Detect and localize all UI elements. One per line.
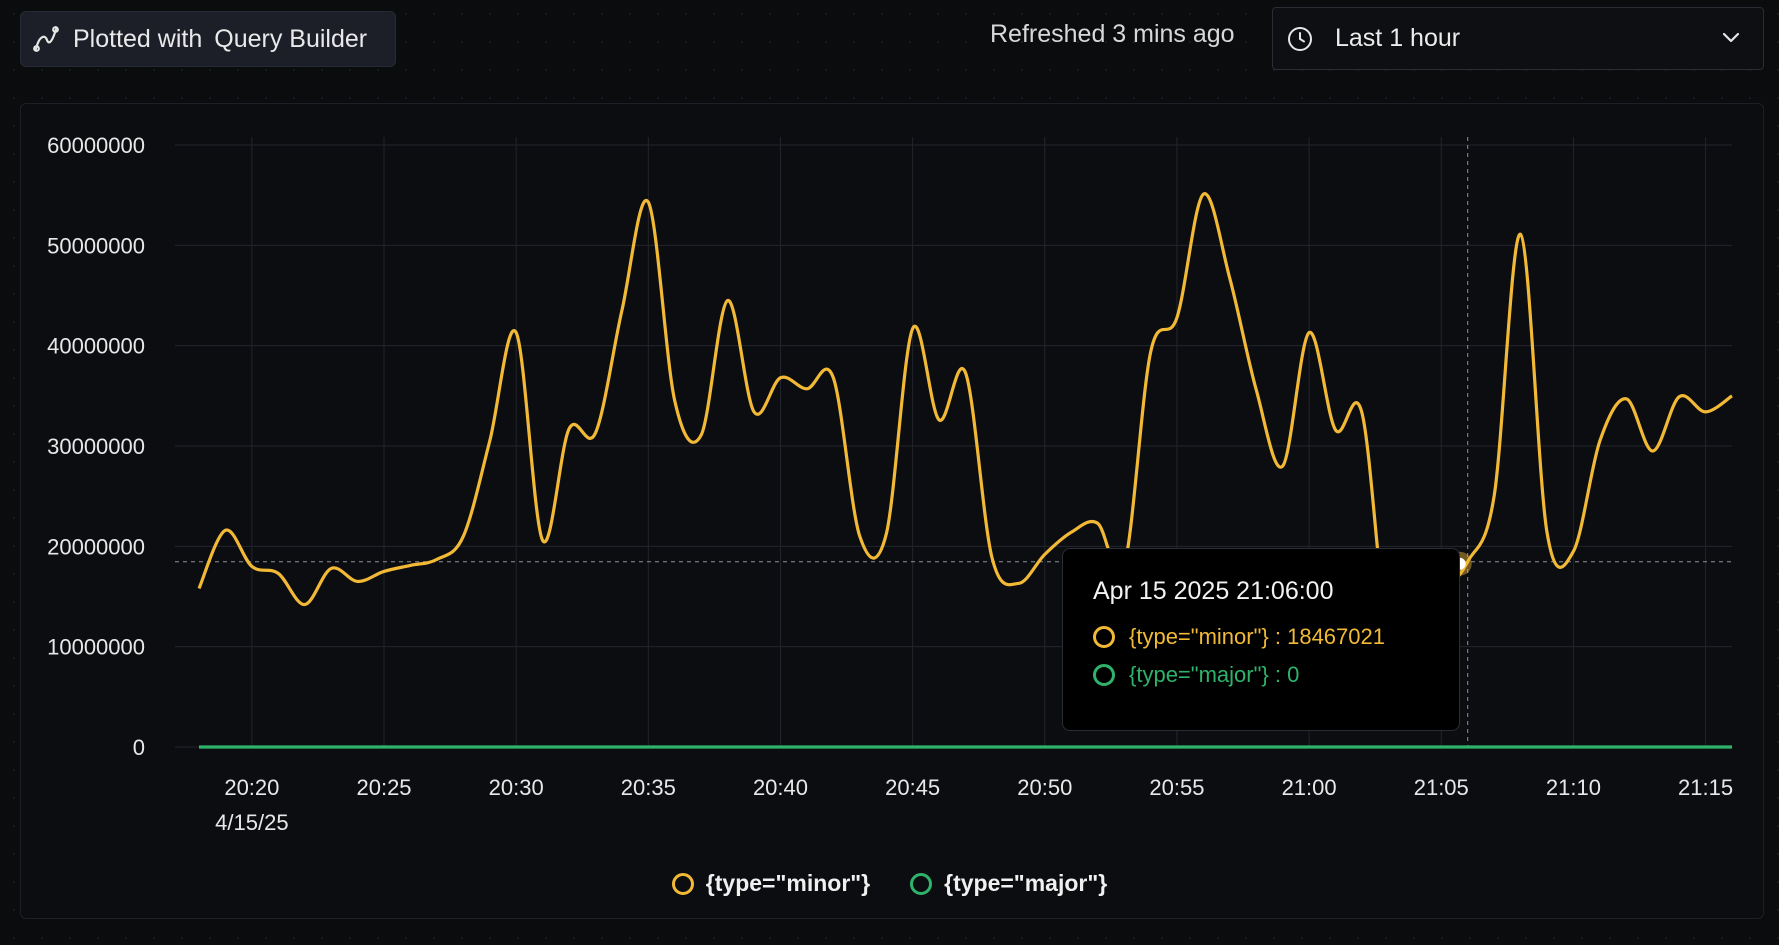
x-date-label: 4/15/25: [215, 810, 288, 835]
x-tick-label: 20:30: [489, 775, 544, 800]
x-tick-label: 20:20: [224, 775, 279, 800]
plotted-with-query-builder-button[interactable]: Plotted with Query Builder: [20, 11, 396, 67]
x-tick-label: 20:25: [356, 775, 411, 800]
time-range-select[interactable]: Last 1 hour: [1272, 7, 1764, 70]
query-builder-label: Query Builder: [214, 24, 368, 53]
x-tick-label: 21:05: [1414, 775, 1469, 800]
y-tick-label: 20000000: [47, 534, 145, 559]
y-tick-label: 40000000: [47, 334, 145, 359]
tooltip-row-major: {type="major"} : 0: [1093, 662, 1459, 688]
tooltip-row-minor-text: {type="minor"} : 18467021: [1129, 624, 1385, 649]
time-range-label: Last 1 hour: [1335, 24, 1461, 52]
major-series-marker-icon: [1093, 664, 1115, 686]
x-tick-label: 20:55: [1149, 775, 1204, 800]
chart-tooltip: Apr 15 2025 21:06:00 {type="minor"} : 18…: [1062, 548, 1460, 731]
x-tick-label: 21:00: [1282, 775, 1337, 800]
clock-icon: [1288, 26, 1312, 51]
legend-major-marker-icon: [910, 872, 933, 895]
x-tick-label: 20:50: [1017, 775, 1072, 800]
x-tick-label: 20:40: [753, 775, 808, 800]
legend-major-label: {type="major"}: [944, 870, 1108, 896]
legend-minor-label: {type="minor"}: [705, 870, 871, 896]
tooltip-title: Apr 15 2025 21:06:00: [1093, 577, 1334, 605]
line-chart-icon: [33, 26, 59, 52]
chevron-down-icon: [1722, 32, 1740, 43]
tooltip-row-major-text: {type="major"} : 0: [1129, 662, 1300, 687]
x-tick-label: 21:15: [1678, 775, 1733, 800]
legend-item-major[interactable]: {type="major"}: [910, 870, 1107, 897]
legend-item-minor[interactable]: {type="minor"}: [671, 870, 871, 897]
tooltip-row-minor: {type="minor"} : 18467021: [1093, 624, 1459, 650]
x-tick-label: 20:35: [621, 775, 676, 800]
y-tick-label: 0: [133, 735, 145, 760]
legend-minor-marker-icon: [671, 872, 694, 895]
y-tick-label: 50000000: [47, 233, 145, 258]
x-tick-label: 21:10: [1546, 775, 1601, 800]
minor-series-marker-icon: [1093, 626, 1115, 648]
y-tick-label: 10000000: [47, 635, 145, 660]
plotted-label: Plotted with: [73, 24, 203, 53]
chart-panel: [20, 103, 1764, 919]
y-tick-label: 30000000: [47, 434, 145, 459]
y-tick-label: 60000000: [47, 133, 145, 158]
x-tick-label: 20:45: [885, 775, 940, 800]
refreshed-status: Refreshed 3 mins ago: [990, 20, 1235, 48]
series-line-minor[interactable]: [197, 192, 1733, 654]
chart-legend: {type="minor"} {type="major"}: [0, 870, 1779, 897]
